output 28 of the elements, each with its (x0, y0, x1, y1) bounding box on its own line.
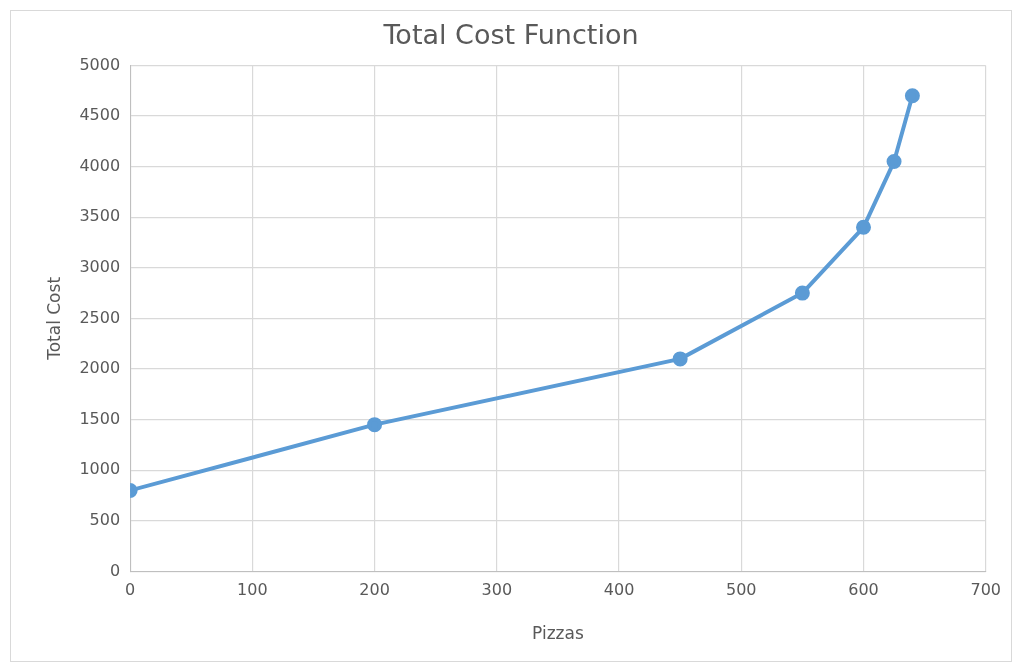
point (672, 351, 688, 367)
chart-title: Total Cost Function (382, 19, 639, 51)
x-tick-label: 200 (359, 580, 390, 600)
point (904, 88, 920, 104)
y-tick-label: 500 (89, 509, 121, 529)
x-tick-label: 400 (603, 580, 635, 600)
x-tick-label: 500 (726, 580, 757, 600)
y-tick-label: 5000 (79, 54, 121, 74)
point (367, 417, 383, 433)
x-tick-label: 300 (481, 580, 513, 600)
point (856, 219, 871, 235)
y-tick-label: 0 (109, 560, 121, 580)
y-tick-label: 1500 (79, 408, 121, 428)
y-tick-label: 3000 (79, 256, 121, 276)
x-tick-label: 600 (848, 580, 879, 600)
point (886, 154, 902, 170)
y-tick-label: 4500 (79, 105, 121, 125)
y-tick-label: 2500 (79, 307, 121, 327)
x-tick-label: 700 (970, 580, 1001, 600)
y-tick-label: 1000 (79, 459, 121, 479)
point (794, 285, 810, 301)
y-tick-label: 2000 (79, 358, 121, 378)
y-axis-title: Total Cost (43, 276, 64, 361)
y-tick-label: 4000 (79, 155, 121, 175)
y-tick-label: 3500 (79, 206, 121, 226)
x-tick-label: 0 (125, 580, 136, 600)
x-tick-label: 100 (237, 580, 268, 600)
x-axis-title: Pizzas (532, 623, 584, 644)
